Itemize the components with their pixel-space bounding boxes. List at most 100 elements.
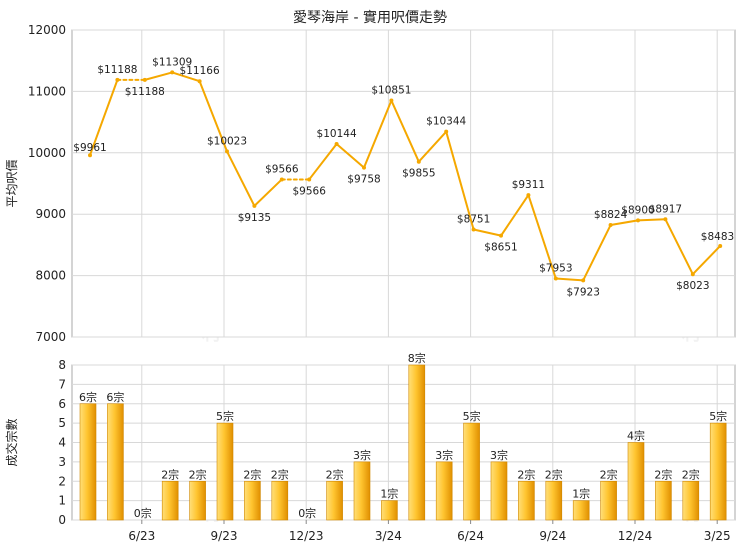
transaction-bar xyxy=(408,364,426,521)
bar-data-label: 3宗 xyxy=(490,448,508,462)
transaction-bar xyxy=(600,480,617,521)
bar-data-label: 6宗 xyxy=(106,390,124,404)
bar-data-label: 2宗 xyxy=(326,467,344,481)
bar-data-label: 2宗 xyxy=(654,467,672,481)
price-point xyxy=(718,243,723,248)
price-point xyxy=(444,129,449,134)
price-line-segment xyxy=(226,150,256,207)
bar-data-label: 8宗 xyxy=(408,351,426,365)
price-data-label: $10023 xyxy=(207,135,247,147)
x-tick-label: 3/25 xyxy=(704,529,731,543)
price-data-label: $9961 xyxy=(73,142,106,154)
price-line-segment xyxy=(472,228,502,237)
transaction-bar xyxy=(655,480,672,521)
transaction-bar xyxy=(189,480,206,521)
bar-data-label: 1宗 xyxy=(572,487,590,501)
price-y-tick-label: 7000 xyxy=(35,330,66,344)
bar-data-label: 6宗 xyxy=(79,390,97,404)
price-data-label: $7953 xyxy=(539,262,572,274)
price-line-segment xyxy=(417,130,448,163)
price-line-segment xyxy=(253,178,283,207)
bar-y-tick-label: 8 xyxy=(58,358,66,372)
bar-data-label: 2宗 xyxy=(161,467,179,481)
price-data-label: $8900 xyxy=(621,204,654,216)
price-point xyxy=(170,70,175,75)
bar-y-tick-label: 0 xyxy=(58,513,66,527)
price-point xyxy=(690,272,695,277)
price-line-segment xyxy=(500,194,530,237)
bar-data-label: 1宗 xyxy=(380,487,398,501)
bar-data-label: 5宗 xyxy=(216,409,234,423)
bar-y-tick-label: 1 xyxy=(58,494,66,508)
price-data-label: $8483 xyxy=(701,231,734,243)
price-point xyxy=(197,79,202,84)
bar-data-label: 3宗 xyxy=(435,448,453,462)
price-line-segment xyxy=(664,218,694,276)
price-point xyxy=(389,98,394,103)
price-y-tick-label: 8000 xyxy=(35,269,66,283)
transaction-bar xyxy=(326,480,343,521)
bar-data-label: 2宗 xyxy=(600,467,618,481)
bar-data-label: 2宗 xyxy=(517,467,535,481)
x-tick-label: 9/23 xyxy=(211,529,238,543)
bar-y-tick-label: 7 xyxy=(58,377,66,391)
price-data-label: $8651 xyxy=(484,242,517,254)
transaction-bar xyxy=(244,480,261,521)
price-point xyxy=(416,159,421,164)
bar-data-label: 2宗 xyxy=(682,467,700,481)
price-point xyxy=(252,203,257,208)
price-data-label: $11188 xyxy=(125,86,165,98)
transaction-bar xyxy=(572,500,590,521)
transaction-bar xyxy=(518,480,535,521)
price-data-label: $10144 xyxy=(317,128,357,140)
price-data-label: $9135 xyxy=(238,212,271,224)
x-tick-label: 6/24 xyxy=(457,529,484,543)
price-point xyxy=(553,276,558,281)
price-line-segment xyxy=(308,142,338,181)
price-y-tick-label: 9000 xyxy=(35,207,66,221)
price-data-label: $8917 xyxy=(649,203,682,215)
price-y-tick-label: 11000 xyxy=(28,84,66,98)
x-tick-label: 12/24 xyxy=(618,529,653,543)
transaction-bar xyxy=(107,403,124,521)
price-line-segment xyxy=(143,71,174,81)
x-tick-label: 12/23 xyxy=(289,529,324,543)
price-line-segment xyxy=(89,78,119,157)
price-data-label: $9566 xyxy=(292,185,326,197)
bar-data-label: 3宗 xyxy=(353,448,371,462)
bar-y-tick-label: 5 xyxy=(58,416,66,430)
bar-y-tick-label: 2 xyxy=(58,474,66,488)
bar-data-label: 2宗 xyxy=(271,467,289,481)
price-line-segment xyxy=(198,80,228,153)
bar-y-tick-label: 6 xyxy=(58,397,66,411)
price-data-label: $10851 xyxy=(371,85,411,97)
price-data-label: $9566 xyxy=(265,163,299,175)
price-line-segment xyxy=(582,224,612,282)
price-line-segment xyxy=(335,142,365,169)
price-point xyxy=(471,227,476,232)
transaction-bar-chart: 0 1 2 3 4 5 6 7 8 成交宗數 6宗 6宗 0宗 2宗 2宗 5宗 2宗 2宗 0宗 2宗 3宗 1宗 8宗 3… xyxy=(4,351,736,527)
price-line-segment xyxy=(363,99,393,169)
price-line-segment xyxy=(390,99,420,163)
x-tick-label: 9/24 xyxy=(539,529,566,543)
price-data-label: $8824 xyxy=(594,209,628,221)
price-point xyxy=(88,153,92,158)
transaction-bar xyxy=(545,480,563,521)
price-data-label: $10344 xyxy=(426,116,466,128)
price-line-chart: 7000 8000 9000 10000 11000 12000 平均呎價 $9961 $111… xyxy=(5,23,736,344)
price-line-segment xyxy=(637,218,667,222)
transaction-bar xyxy=(490,461,508,521)
price-line-segment xyxy=(554,277,585,282)
transaction-bar xyxy=(79,403,97,521)
price-data-label: $11188 xyxy=(97,64,137,76)
bar-data-label: 0宗 xyxy=(298,506,316,520)
transaction-bar xyxy=(381,500,398,521)
bar-data-label: 0宗 xyxy=(134,506,152,520)
bar-y-tick-label: 3 xyxy=(58,455,66,469)
bar-data-label: 5宗 xyxy=(709,409,727,423)
transaction-bar xyxy=(682,480,700,521)
price-data-label: $9855 xyxy=(402,168,435,180)
price-y-tick-label: 12000 xyxy=(28,23,66,37)
price-y-axis-label: 平均呎價 xyxy=(5,159,19,207)
price-line-segment xyxy=(171,71,201,83)
